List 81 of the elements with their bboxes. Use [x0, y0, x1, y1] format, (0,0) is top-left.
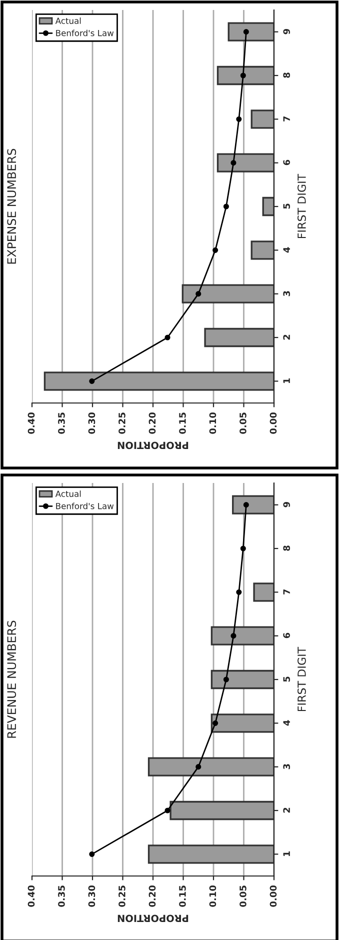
- bar: [232, 495, 274, 514]
- x-tick-label: 0.05: [240, 886, 246, 907]
- y-tick-label: 8: [283, 72, 290, 78]
- bar: [228, 22, 274, 42]
- bar: [216, 66, 274, 86]
- point: [240, 546, 246, 552]
- x-tick-label: 0.40: [28, 885, 35, 907]
- bar: [210, 714, 274, 733]
- y-tick-label: 1: [283, 378, 290, 383]
- x-tick-label: 0.40: [28, 412, 35, 434]
- x-tick-label: 0.20: [148, 412, 156, 434]
- y-tick-label: 3: [283, 764, 290, 770]
- x-tick-label: 0.15: [179, 886, 186, 907]
- bar: [262, 196, 274, 216]
- legend-label: Benford's Law: [56, 502, 114, 510]
- y-tick-label: 1: [283, 851, 290, 856]
- bar: [210, 626, 274, 646]
- x-tick-label: 0.05: [240, 412, 246, 434]
- x-tick-label: 0.35: [58, 886, 65, 907]
- y-axis-title: FIRST DIGIT: [298, 646, 306, 712]
- bar: [210, 670, 274, 690]
- text: REVENUE NUMBERS: [7, 620, 16, 738]
- y-tick-label: 2: [283, 808, 290, 813]
- text: EXPENSE NUMBERS: [7, 148, 16, 264]
- point: [212, 720, 218, 726]
- point: [240, 72, 246, 78]
- bar: [170, 800, 274, 820]
- point: [243, 29, 249, 35]
- y-tick-label: 6: [283, 632, 290, 638]
- point: [236, 116, 242, 122]
- y-tick-label: 9: [283, 502, 290, 508]
- y-tick-label: 2: [283, 334, 290, 340]
- y-tick-label: 6: [283, 160, 290, 166]
- x-axis-title: PROPORTION: [118, 914, 188, 922]
- point: [196, 764, 202, 770]
- point: [89, 851, 95, 857]
- y-tick-label: 7: [283, 589, 290, 594]
- point: [196, 291, 202, 297]
- bar: [148, 844, 274, 864]
- point: [89, 378, 95, 384]
- x-tick-label: 0.25: [118, 412, 126, 434]
- x-tick-label: 0.25: [118, 886, 126, 907]
- point: [243, 502, 249, 508]
- x-tick-label: 0.15: [179, 412, 186, 434]
- x-tick-label: 0.30: [88, 885, 96, 907]
- bar: [204, 328, 274, 348]
- x-axis-title: PROPORTION: [118, 442, 188, 450]
- point: [164, 334, 170, 340]
- bar: [253, 582, 274, 602]
- legend-label: Actual: [55, 490, 81, 497]
- x-tick-label: 0.10: [209, 885, 216, 907]
- x-tick-label: 0.20: [148, 885, 156, 907]
- y-tick-label: 8: [283, 546, 290, 551]
- x-tick-label: 0.10: [209, 412, 216, 434]
- y-tick-label: 5: [283, 676, 290, 682]
- point: [212, 247, 218, 253]
- bar: [44, 372, 274, 391]
- y-axis-title: FIRST DIGIT: [298, 174, 306, 238]
- legend-label: Benford's Law: [56, 30, 114, 36]
- y-tick-label: 4: [283, 247, 290, 253]
- x-tick-label: 0.00: [270, 412, 277, 434]
- point: [223, 204, 229, 210]
- bar: [250, 240, 274, 260]
- point: [230, 633, 236, 639]
- bar: [182, 284, 274, 304]
- bar: [148, 757, 274, 776]
- y-tick-label: 4: [283, 720, 290, 726]
- x-tick-label: 0.00: [270, 885, 277, 907]
- point: [164, 808, 170, 814]
- bar: [250, 110, 274, 129]
- y-tick-label: 7: [283, 116, 290, 122]
- x-tick-label: 0.35: [58, 412, 65, 434]
- y-tick-label: 9: [283, 28, 290, 34]
- x-tick-label: 0.30: [88, 412, 96, 434]
- point: [223, 676, 229, 682]
- point: [236, 589, 242, 595]
- point: [230, 160, 236, 166]
- y-tick-label: 5: [283, 204, 290, 209]
- legend-label: Actual: [55, 18, 81, 24]
- y-tick-label: 3: [283, 291, 290, 296]
- bar: [216, 153, 274, 172]
